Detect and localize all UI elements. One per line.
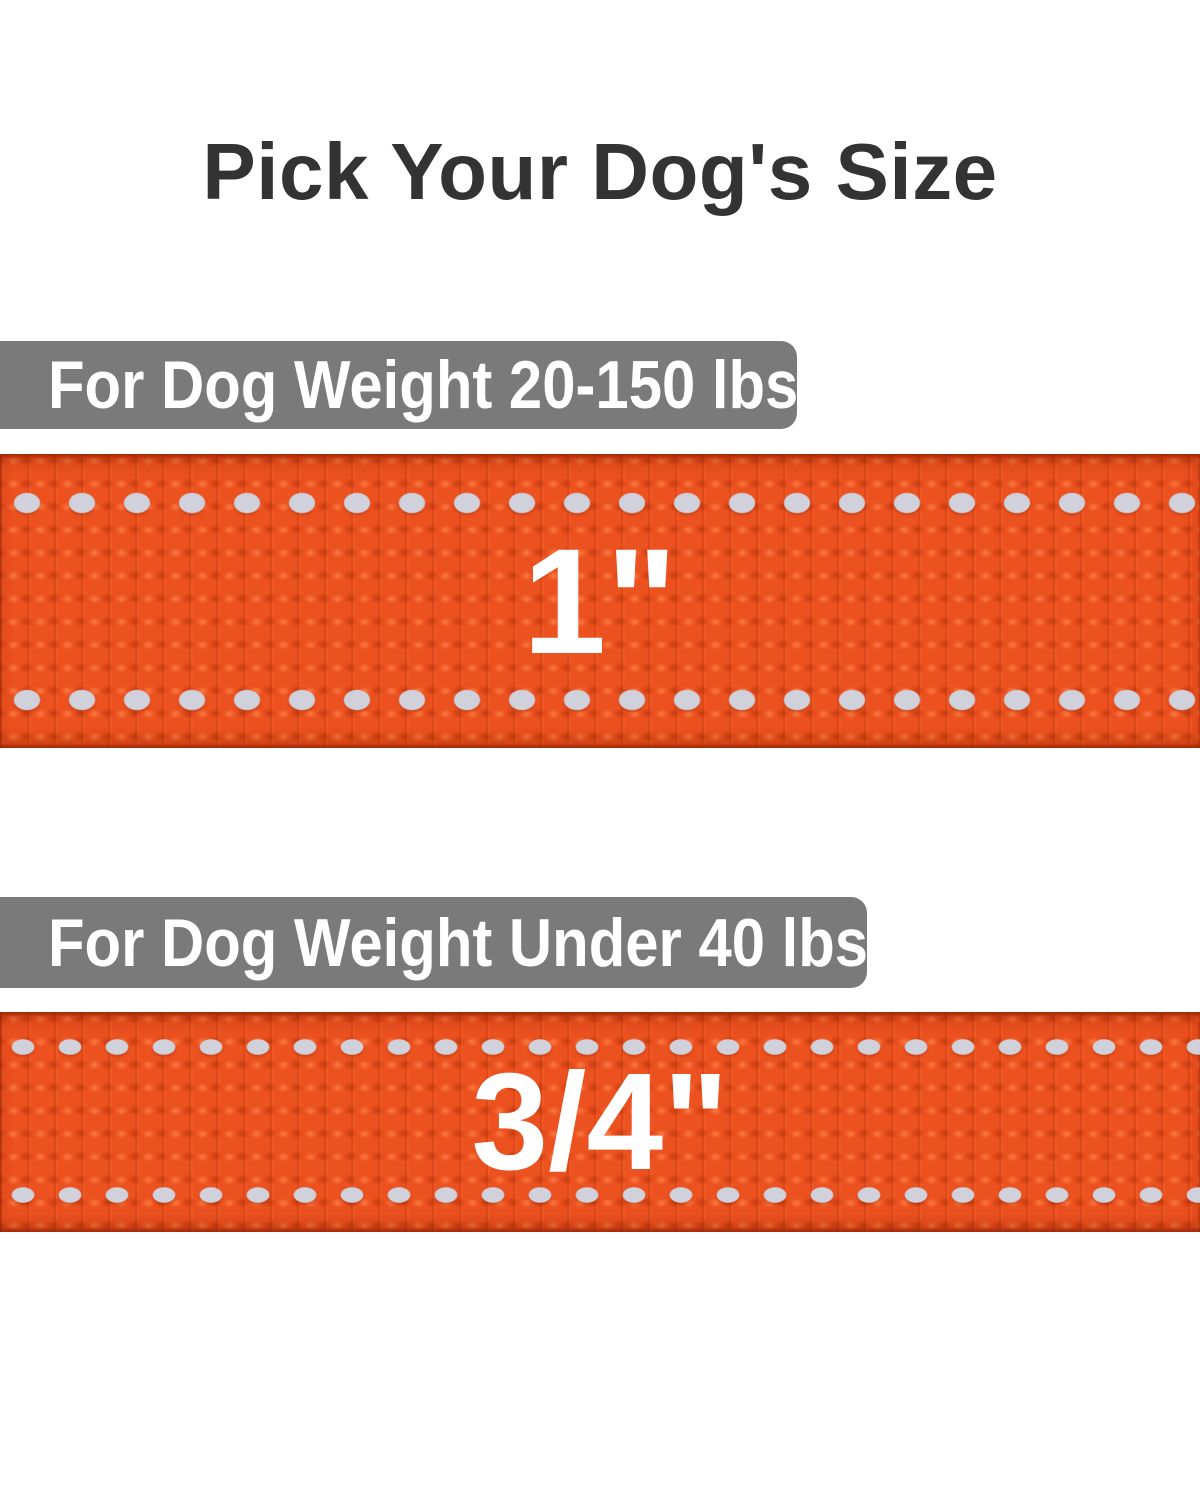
strap-width-label: 1" [522,517,678,685]
strap-width-label: 3/4" [471,1045,729,1199]
weight-range-label: For Dog Weight Under 40 lbs [48,904,867,981]
reflective-stitch-row [0,1180,1200,1210]
weight-range-banner-small: For Dog Weight Under 40 lbs [0,897,867,988]
weight-range-banner-large: For Dog Weight 20-150 lbs [0,341,797,429]
webbing-strap-three-quarter-inch: 3/4" [0,1012,1200,1232]
reflective-stitch-row [0,682,1200,718]
reflective-stitch-row [0,485,1200,521]
reflective-stitch-row [0,1032,1200,1062]
webbing-strap-1-inch: 1" [0,454,1200,748]
page-title: Pick Your Dog's Size [202,127,998,216]
weight-range-label: For Dog Weight 20-150 lbs [48,347,797,423]
